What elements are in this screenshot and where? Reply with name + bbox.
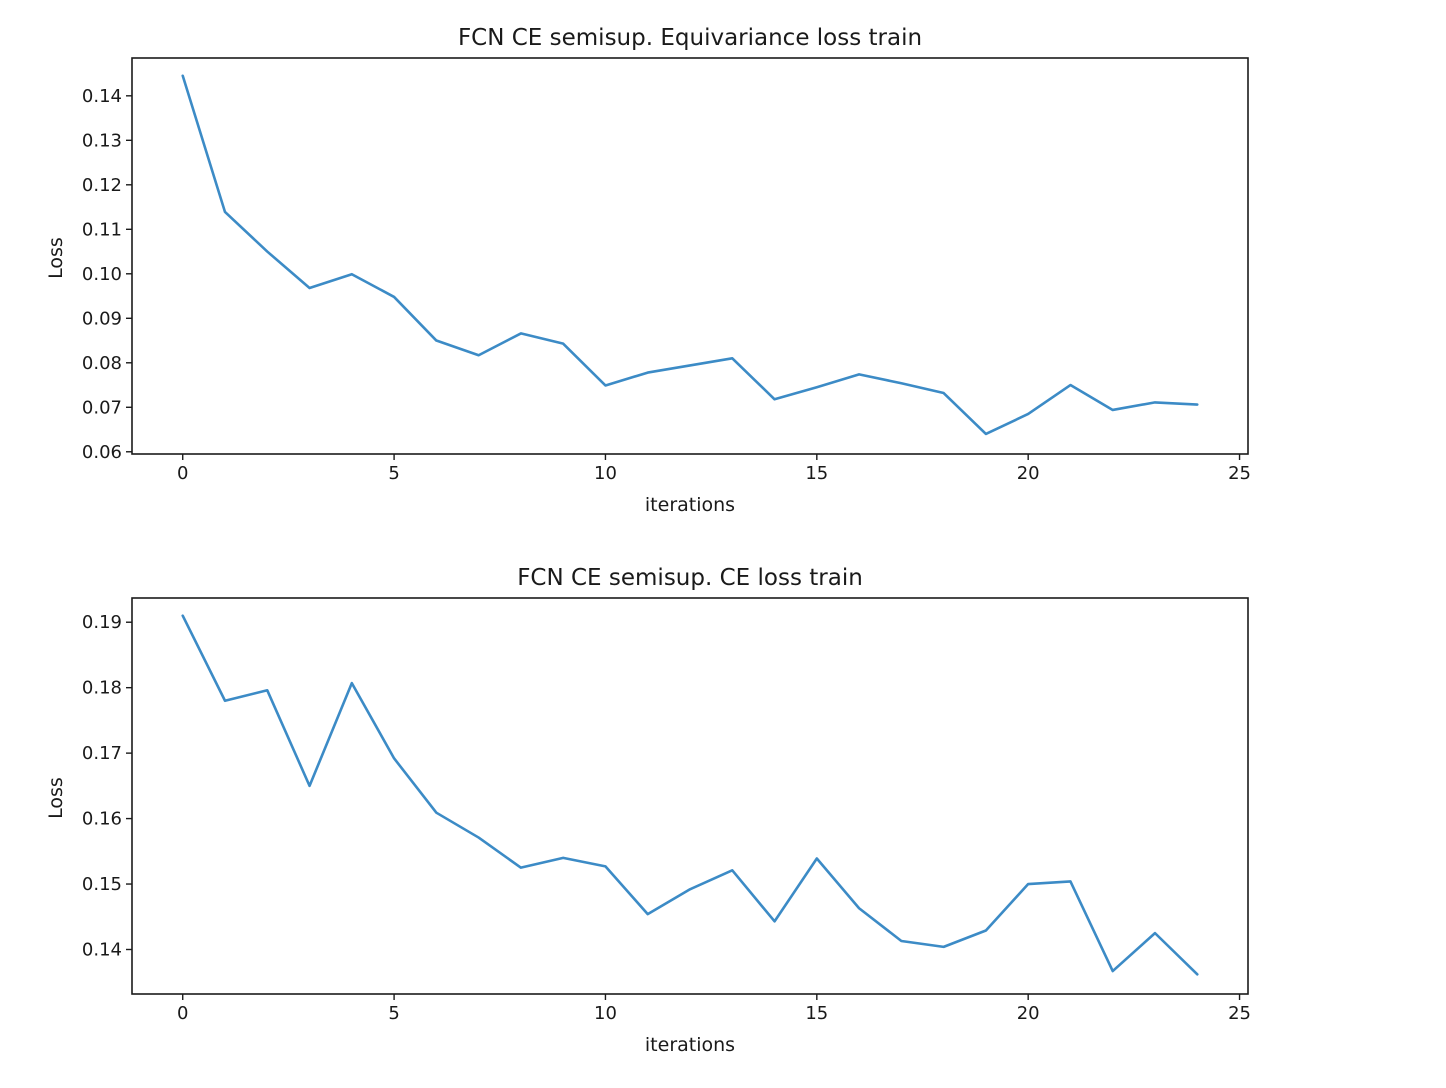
y-tick-label: 0.06 bbox=[82, 442, 122, 463]
x-tick-label: 5 bbox=[388, 463, 399, 484]
x-tick-label: 15 bbox=[805, 1003, 828, 1024]
y-tick-label: 0.09 bbox=[82, 308, 122, 329]
x-tick-label: 10 bbox=[594, 463, 617, 484]
y-tick-label: 0.08 bbox=[82, 353, 122, 374]
chart-equivariance-loss: FCN CE semisup. Equivariance loss train … bbox=[45, 25, 1251, 516]
y-axis-label: Loss bbox=[45, 237, 67, 279]
y-tick-label: 0.14 bbox=[82, 86, 122, 107]
x-axis-label: iterations bbox=[645, 494, 735, 516]
x-tick-label: 25 bbox=[1228, 463, 1251, 484]
x-tick-label: 20 bbox=[1017, 463, 1040, 484]
plot-frame bbox=[131, 57, 1249, 455]
chart-title: FCN CE semisup. Equivariance loss train bbox=[458, 25, 922, 51]
plot-frame bbox=[131, 597, 1249, 995]
x-tick-label: 0 bbox=[177, 1003, 188, 1024]
y-axis-label: Loss bbox=[45, 777, 67, 819]
x-axis-ticks: 0 5 10 15 20 25 bbox=[177, 454, 1251, 484]
y-tick-label: 0.10 bbox=[82, 264, 122, 285]
series-line-loss bbox=[181, 74, 1199, 436]
y-tick-label: 0.13 bbox=[82, 130, 122, 151]
y-tick-label: 0.12 bbox=[82, 175, 122, 196]
x-tick-label: 25 bbox=[1228, 1003, 1251, 1024]
y-tick-label: 0.16 bbox=[82, 809, 122, 830]
chart-ce-loss: FCN CE semisup. CE loss train 0.140.150.… bbox=[45, 565, 1251, 1056]
y-axis-ticks: 0.06 0.07 0.08 0.09 0.10 0.11 0.12 0.13 0.14 bbox=[82, 86, 132, 463]
x-tick-label: 0 bbox=[177, 463, 188, 484]
x-tick-label: 15 bbox=[805, 463, 828, 484]
y-tick-label: 0.18 bbox=[82, 678, 122, 699]
x-tick-label: 10 bbox=[594, 1003, 617, 1024]
x-tick-label: 5 bbox=[388, 1003, 399, 1024]
x-axis-label: iterations bbox=[645, 1034, 735, 1056]
y-tick-label: 0.17 bbox=[82, 743, 122, 764]
series-line-loss bbox=[181, 614, 1199, 976]
x-axis-ticks: 0 5 10 15 20 25 bbox=[177, 994, 1251, 1024]
y-tick-label: 0.07 bbox=[82, 397, 122, 418]
chart-title: FCN CE semisup. CE loss train bbox=[517, 565, 863, 591]
x-tick-label: 20 bbox=[1017, 1003, 1040, 1024]
y-tick-label: 0.11 bbox=[82, 219, 122, 240]
y-axis-ticks: 0.14 0.15 0.16 0.17 0.18 0.19 bbox=[82, 612, 132, 960]
y-tick-label: 0.14 bbox=[82, 939, 122, 960]
y-tick-label: 0.15 bbox=[82, 874, 122, 895]
y-tick-label: 0.19 bbox=[82, 612, 122, 633]
